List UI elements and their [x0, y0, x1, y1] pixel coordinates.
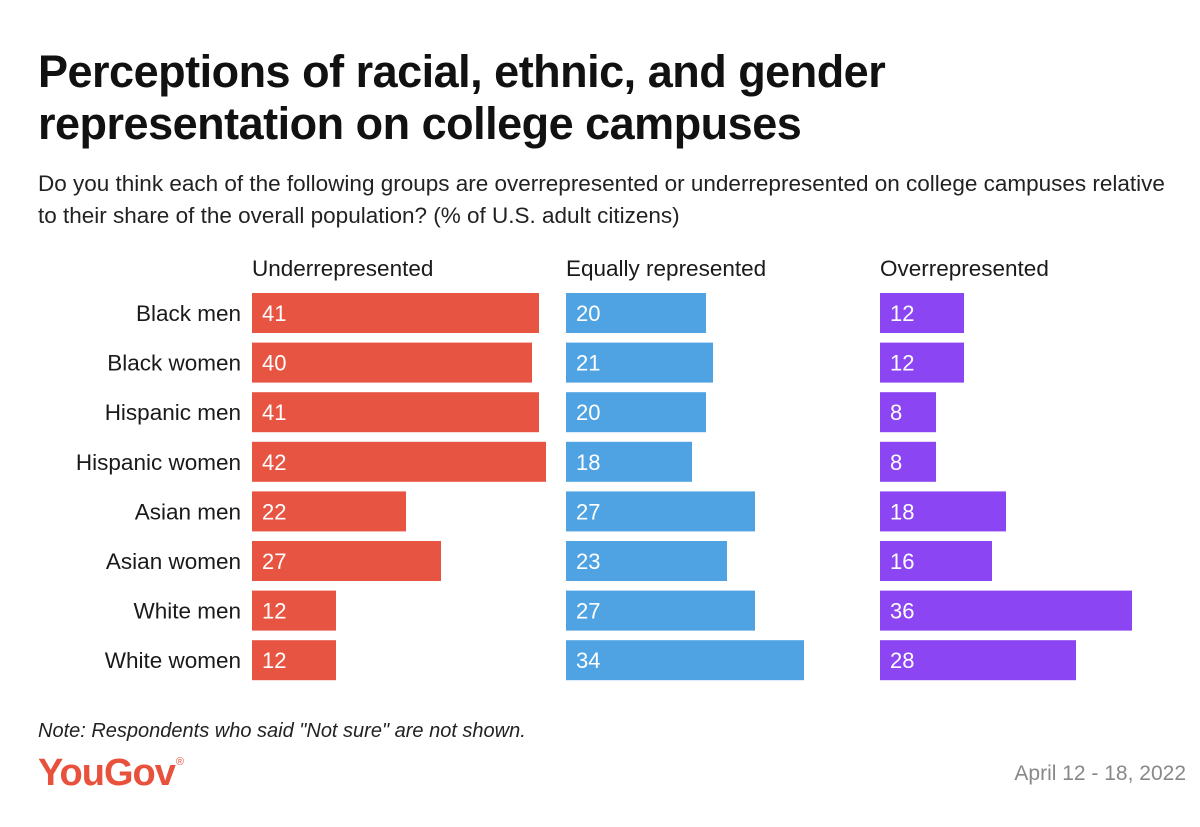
- bar: [880, 293, 964, 333]
- chart-note: Note: Respondents who said "Not sure" ar…: [38, 720, 526, 742]
- category-label: White women: [105, 648, 241, 673]
- data-label: 23: [576, 549, 600, 574]
- survey-date: April 12 - 18, 2022: [1014, 762, 1186, 785]
- series-header: Equally represented: [566, 256, 766, 281]
- bar: [566, 491, 755, 532]
- bar: [880, 541, 992, 581]
- data-label: 27: [262, 549, 286, 574]
- data-label: 40: [262, 351, 286, 376]
- bar: [566, 342, 713, 383]
- bar: [252, 541, 441, 581]
- category-label: Asian men: [135, 499, 241, 524]
- data-label: 42: [262, 450, 286, 475]
- bar: [880, 392, 936, 433]
- category-label: White men: [133, 599, 241, 624]
- data-label: 34: [576, 648, 600, 673]
- bar: [566, 441, 692, 482]
- yougov-logo: YouGov®: [38, 752, 184, 795]
- bar: [252, 640, 336, 681]
- bar: [566, 541, 727, 581]
- bar: [566, 293, 706, 333]
- data-label: 18: [576, 450, 600, 475]
- bar: [880, 491, 1006, 532]
- bar: [566, 392, 706, 433]
- bar: [880, 590, 1132, 631]
- data-label: 36: [890, 599, 914, 624]
- category-label: Asian women: [106, 549, 241, 574]
- category-label: Hispanic men: [105, 400, 241, 425]
- category-label: Black men: [136, 301, 241, 326]
- series-header: Overrepresented: [880, 256, 1049, 281]
- chart-title: Perceptions of racial, ethnic, and gende…: [38, 46, 886, 149]
- bar: [566, 640, 804, 681]
- bar: [252, 392, 539, 433]
- data-label: 8: [890, 400, 902, 425]
- bar: [880, 441, 936, 482]
- series-header: Underrepresented: [252, 256, 433, 281]
- data-label: 20: [576, 301, 600, 326]
- chart-subtitle: Do you think each of the following group…: [38, 171, 1165, 228]
- logo-text: YouGov: [38, 752, 176, 794]
- data-label: 28: [890, 648, 914, 673]
- data-label: 41: [262, 400, 286, 425]
- data-label: 22: [262, 499, 286, 524]
- data-label: 12: [890, 351, 914, 376]
- data-label: 27: [576, 599, 600, 624]
- bar: [880, 640, 1076, 681]
- data-label: 21: [576, 351, 600, 376]
- data-label: 41: [262, 301, 286, 326]
- data-label: 16: [890, 549, 914, 574]
- data-label: 12: [262, 599, 286, 624]
- category-label: Black women: [107, 351, 241, 376]
- bar: [252, 441, 546, 482]
- bar: [252, 342, 532, 383]
- category-label: Hispanic women: [76, 450, 241, 475]
- data-label: 12: [262, 648, 286, 673]
- data-label: 12: [890, 301, 914, 326]
- bar: [880, 342, 964, 383]
- registered-mark: ®: [175, 756, 184, 768]
- bar: [252, 491, 406, 532]
- data-label: 27: [576, 499, 600, 524]
- bar: [252, 590, 336, 631]
- data-label: 18: [890, 499, 914, 524]
- bar: [252, 293, 539, 333]
- bar: [566, 590, 755, 631]
- data-label: 8: [890, 450, 902, 475]
- data-label: 20: [576, 400, 600, 425]
